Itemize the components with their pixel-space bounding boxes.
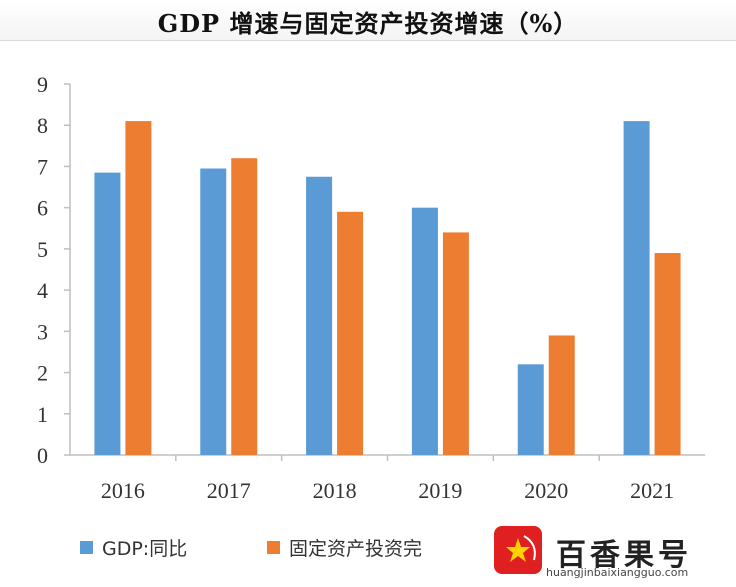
x-tick-label: 2018 — [313, 478, 357, 503]
legend-swatch-2 — [267, 541, 280, 554]
title-band — [0, 0, 736, 41]
bar-series-2-2020 — [548, 335, 575, 455]
y-tick-label: 0 — [37, 443, 48, 468]
legend-label-1: GDP:同比 — [102, 538, 187, 560]
chart-axes: 0 1 2 3 4 5 6 7 8 9 2016 2017 2018 2019 2020 2021 — [37, 72, 705, 503]
y-tick-label: 9 — [37, 72, 48, 97]
brand-logo-icon — [494, 526, 542, 574]
y-tick-label: 6 — [37, 196, 48, 221]
watermark: 百香果号 huangjinbaixiangguo.com — [488, 520, 736, 587]
x-tick-label: 2020 — [524, 478, 568, 503]
bar-series-1-2017 — [200, 168, 227, 455]
chart-bars — [94, 121, 681, 455]
y-tick-label: 5 — [37, 237, 48, 262]
watermark-brand: 百香果号 — [556, 538, 692, 573]
y-tick-label: 4 — [37, 278, 48, 303]
bar-series-2-2017 — [231, 158, 258, 455]
y-tick-label: 2 — [37, 361, 48, 386]
x-tick-label: 2019 — [418, 478, 462, 503]
bar-series-1-2020 — [517, 364, 544, 455]
chart-legend: GDP:同比 固定资产投资完 — [80, 538, 422, 560]
chart-title: GDP 增速与固定资产投资增速（%） — [157, 9, 579, 38]
legend-swatch-1 — [80, 541, 93, 554]
bar-series-1-2018 — [306, 176, 333, 455]
bar-series-1-2016 — [94, 172, 121, 455]
watermark-url: huangjinbaixiangguo.com — [546, 566, 689, 579]
y-tick-label: 1 — [37, 402, 48, 427]
bar-series-2-2021 — [654, 253, 681, 455]
bar-series-2-2018 — [337, 211, 364, 455]
bar-series-1-2019 — [411, 207, 438, 455]
bar-series-2-2016 — [125, 121, 152, 455]
bar-series-2-2019 — [442, 232, 469, 455]
bar-series-1-2021 — [623, 121, 650, 455]
y-tick-label: 3 — [37, 319, 48, 344]
y-tick-label: 8 — [37, 113, 48, 138]
x-tick-label: 2017 — [207, 478, 251, 503]
y-tick-label: 7 — [37, 154, 48, 179]
x-tick-label: 2021 — [630, 478, 674, 503]
x-tick-label: 2016 — [101, 478, 145, 503]
legend-label-2: 固定资产投资完 — [289, 538, 422, 560]
